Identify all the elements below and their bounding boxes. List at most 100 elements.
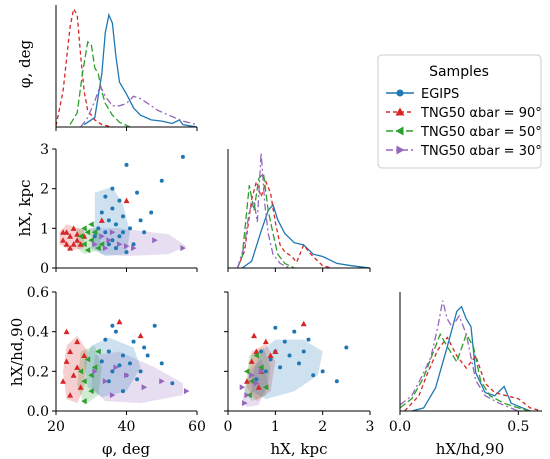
scatter-phi-ratio-point-tng50 [84,356,91,363]
kde-hx-kde-tng50 [236,172,295,269]
scatter-phi-hx-ytick-label: 3 [40,142,49,158]
scatter-phi-hx-point-tng50 [81,225,87,232]
scatter-hx-ratio-point-egips [273,325,278,330]
scatter-phi-hx-point-tng90 [67,245,74,251]
scatter-phi-hx-point-egips [149,210,154,215]
scatter-phi-hx-point-egips [120,214,125,219]
scatter-phi-ratio-ytick-label: 0.6 [27,285,49,301]
scatter-phi-ratio-point-tng90 [67,392,74,398]
scatter-phi-ratio-point-egips [117,363,122,368]
kde-hx-kde-tng90 [236,179,333,269]
scatter-phi-ratio-point-tng90 [63,328,70,335]
scatter-hx-ratio-xtick-label: 2 [318,419,327,435]
scatter-phi-ratio-point-tng50 [81,398,87,405]
scatter-phi-ratio-point-egips [138,369,143,374]
scatter-phi-hx-point-tng90 [60,237,67,243]
scatter-phi-ratio-point-egips [152,323,157,328]
scatter-phi-hx-point-egips [106,242,111,247]
scatter-phi-ratio-point-egips [131,339,136,344]
scatter-phi-ratio-point-egips [159,361,164,366]
scatter-phi-hx-point-egips [113,246,118,251]
scatter-phi-ratio-point-egips [110,369,115,374]
scatter-hx-ratio-point-egips [306,337,311,342]
scatter-hx-ratio-point-tng30 [242,400,248,407]
scatter-hx-ratio-point-egips [344,345,349,350]
scatter-phi-hx-point-tng30 [124,243,130,250]
scatter-phi-hx-point-egips [103,194,108,199]
scatter-hx-ratio-point-egips [287,353,292,358]
scatter-phi-hx-point-tng90 [98,217,105,223]
xlabel-phi: φ, deg [102,440,151,458]
scatter-phi-hx-point-tng90 [74,237,81,243]
scatter-phi-ratio-point-tng30 [113,364,119,371]
scatter-phi-hx-point-egips [113,222,118,227]
scatter-hx-ratio-point-egips [268,357,273,362]
legend: Samples EGIPS TNG50 αbar = 90° TNG50 αbar … [377,54,542,169]
kde-ratio-kde-tng90 [404,336,543,412]
scatter-phi-ratio-point-egips [99,359,104,364]
scatter-phi-ratio-point-egips [120,353,125,358]
scatter-phi-ratio-point-tng90 [81,352,88,358]
legend-label-tng90: TNG50 αbar = 90° [420,106,542,121]
scatter-phi-ratio-point-egips [170,381,175,386]
scatter-hx-ratio-point-tng30 [258,368,265,375]
scatter-phi-hx-point-egips [110,206,115,211]
scatter-phi-hx-contour-egips [91,186,130,257]
scatter-phi-ratio-point-tng90 [116,318,123,325]
scatter-phi-ratio-point-tng30 [109,392,116,399]
scatter-phi-hx-point-egips [124,162,129,167]
scatter-phi-hx-point-egips [99,210,104,215]
scatter-phi-hx-point-tng30 [99,233,105,240]
ylabel-hx: hX, kpc [16,180,34,237]
scatter-phi-hx-point-tng90 [123,197,130,204]
scatter-phi-hx-point-egips [135,190,140,195]
scatter-phi-ratio-point-tng90 [74,338,81,345]
scatter-phi-ratio-point-tng90 [74,364,81,370]
scatter-hx-ratio-point-tng90 [267,352,274,358]
kde-hx-kde-tng30 [236,152,290,269]
scatter-phi-ratio-xtick-label: 40 [118,419,136,435]
ylabel-phi: φ, deg [16,40,34,89]
scatter-hx-ratio-point-tng30 [244,392,250,399]
scatter-phi-hx-point-tng30 [180,245,186,252]
scatter-phi-ratio-point-tng90 [137,332,144,339]
scatter-phi-ratio-ytick-label: 0.2 [27,364,49,380]
scatter-hx-ratio-point-egips [292,329,297,334]
scatter-phi-hx-point-egips [92,234,97,239]
scatter-phi-ratio-point-egips [106,349,111,354]
scatter-phi-hx-point-tng90 [70,225,77,231]
scatter-phi-hx-point-tng50 [81,241,87,248]
scatter-phi-ratio-xtick-label: 20 [47,419,65,435]
scatter-phi-hx-point-egips [120,230,125,235]
scatter-hx-ratio-point-tng30 [239,384,246,391]
scatter-phi-hx-point-tng30 [152,237,158,244]
scatter-phi-ratio-point-tng90 [60,378,67,384]
kde-phi-kde-tng30 [80,84,198,128]
scatter-phi-hx-point-egips [138,218,143,223]
scatter-phi-hx-point-tng30 [116,241,123,248]
scatter-hx-ratio-point-tng50 [248,378,255,385]
legend-marker-tng30 [396,145,405,155]
scatter-phi-ratio-point-tng90 [77,384,84,390]
scatter-phi-hx-point-egips [131,242,136,247]
scatter-phi-hx-point-tng30 [102,245,109,252]
scatter-hx-ratio-contour-egips [251,339,323,400]
scatter-hx-ratio-point-tng90 [255,384,262,390]
kde-hx-kde-egips [241,203,371,269]
scatter-hx-ratio-point-egips [263,369,268,374]
kde-phi-kde-tng50 [69,40,131,128]
scatter-phi-hx-point-egips [117,198,122,203]
scatter-hx-ratio-point-tng90 [243,378,250,384]
legend-title: Samples [429,64,489,80]
scatter-phi-hx-point-tng90 [70,241,77,247]
kde-ratio-kde-egips [411,305,531,412]
scatter-hx-ratio-point-tng90 [272,348,279,354]
scatter-hx-ratio-point-tng50 [253,352,259,359]
scatter-hx-ratio-point-egips [320,369,325,374]
scatter-hx-ratio-point-tng30 [249,372,255,379]
scatter-hx-ratio-point-tng90 [251,332,258,339]
scatter-hx-ratio-point-egips [301,349,306,354]
scatter-phi-ratio-point-tng50 [77,368,84,375]
scatter-phi-ratio-point-egips [110,323,115,328]
